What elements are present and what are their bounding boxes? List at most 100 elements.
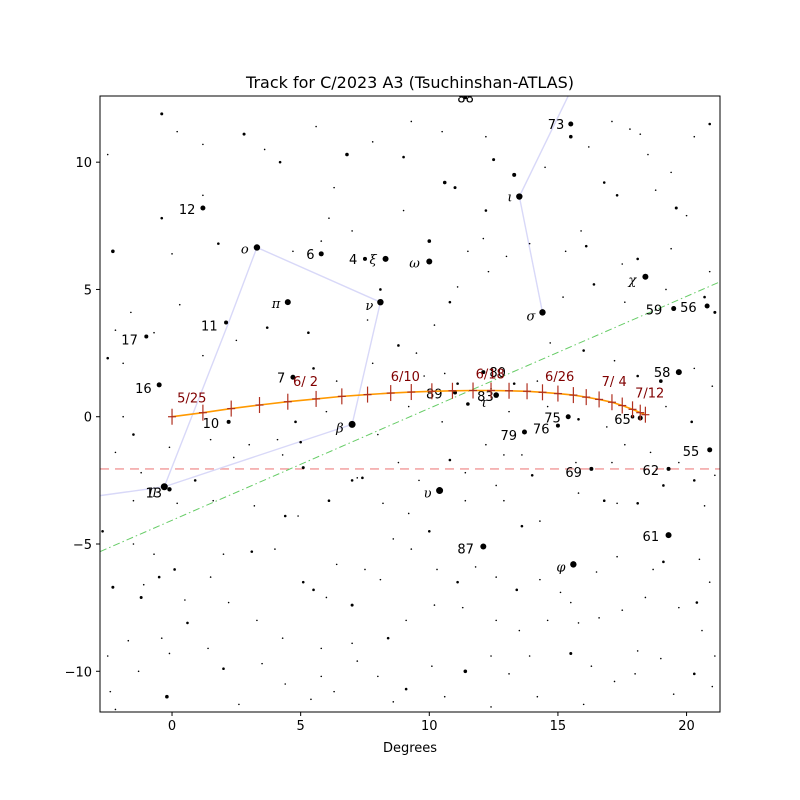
background-star	[222, 553, 225, 555]
background-star	[109, 690, 112, 693]
background-star	[350, 479, 354, 482]
background-star	[624, 443, 626, 446]
star-label: 62	[643, 464, 660, 479]
background-star	[202, 354, 204, 357]
background-star	[503, 454, 505, 456]
background-star	[327, 499, 331, 503]
background-star	[521, 454, 523, 456]
star-label: ω	[409, 256, 420, 271]
background-star	[407, 512, 410, 515]
background-star	[160, 216, 164, 220]
background-star	[410, 120, 413, 123]
background-star	[708, 270, 711, 273]
background-star	[456, 382, 459, 385]
background-stars-layer	[101, 112, 717, 711]
background-star	[698, 558, 701, 561]
background-star	[568, 134, 573, 139]
background-star	[335, 380, 338, 382]
background-star	[217, 242, 220, 245]
star-label: υ	[424, 487, 432, 502]
background-star	[611, 120, 613, 123]
star-label: 65	[614, 413, 631, 428]
star-marker	[144, 334, 149, 339]
background-star	[366, 319, 369, 321]
background-star	[153, 553, 155, 555]
background-star	[703, 295, 706, 299]
background-star	[606, 426, 608, 428]
background-star	[544, 166, 546, 169]
background-star	[464, 471, 467, 474]
background-star	[173, 568, 176, 571]
background-star	[301, 466, 305, 470]
star-label: 12	[179, 203, 196, 218]
background-star	[536, 695, 539, 698]
background-star	[665, 405, 667, 408]
background-star	[235, 339, 238, 342]
background-star	[536, 380, 539, 382]
background-star	[518, 629, 521, 632]
background-star	[165, 694, 169, 699]
background-star	[307, 331, 310, 335]
background-star	[512, 382, 516, 385]
background-star	[685, 214, 688, 217]
background-star	[209, 438, 212, 441]
background-star	[132, 499, 135, 502]
star-marker	[318, 251, 324, 257]
star-marker	[570, 561, 577, 568]
star-marker	[290, 374, 296, 380]
background-star	[492, 158, 496, 162]
background-star	[577, 622, 580, 624]
star-marker	[555, 423, 560, 428]
background-star	[456, 286, 459, 288]
background-star	[580, 230, 582, 232]
background-star	[379, 578, 382, 581]
background-star	[577, 492, 580, 494]
background-star	[101, 529, 104, 533]
background-star	[160, 112, 164, 116]
background-star	[647, 153, 649, 156]
background-star	[590, 665, 593, 667]
background-star	[530, 473, 534, 477]
background-star	[678, 461, 680, 464]
background-star	[621, 263, 624, 265]
star-label: π	[271, 297, 281, 312]
background-star	[602, 499, 606, 503]
background-star	[613, 680, 616, 683]
star-label: ο	[241, 242, 249, 257]
background-star	[402, 155, 405, 159]
background-star	[333, 690, 335, 693]
background-star	[139, 595, 143, 599]
background-star	[662, 484, 665, 487]
background-star	[310, 698, 312, 701]
background-star	[714, 474, 716, 477]
background-star	[713, 310, 717, 314]
star-label: 17	[121, 334, 138, 349]
star-label: 87	[457, 543, 474, 558]
background-star	[508, 673, 510, 675]
star-label: 69	[565, 466, 582, 481]
background-star	[333, 186, 335, 189]
background-star	[405, 619, 407, 622]
background-star	[539, 578, 541, 581]
star-marker	[704, 303, 710, 309]
background-star	[441, 130, 443, 133]
background-star	[660, 657, 662, 660]
background-star	[708, 122, 712, 126]
background-star	[276, 438, 279, 441]
background-star	[209, 576, 212, 578]
background-star	[106, 153, 109, 156]
star-label: ν	[365, 299, 373, 314]
star-marker	[348, 420, 356, 428]
star-marker	[589, 466, 594, 471]
background-star	[602, 181, 606, 184]
background-star	[487, 270, 490, 273]
background-star	[377, 675, 379, 678]
background-star	[371, 141, 374, 143]
background-star	[256, 619, 258, 622]
star-marker	[226, 419, 231, 424]
background-star	[634, 673, 636, 675]
background-star	[371, 362, 374, 365]
y-tick-label: −10	[65, 665, 92, 680]
star-label: 6	[306, 248, 314, 263]
